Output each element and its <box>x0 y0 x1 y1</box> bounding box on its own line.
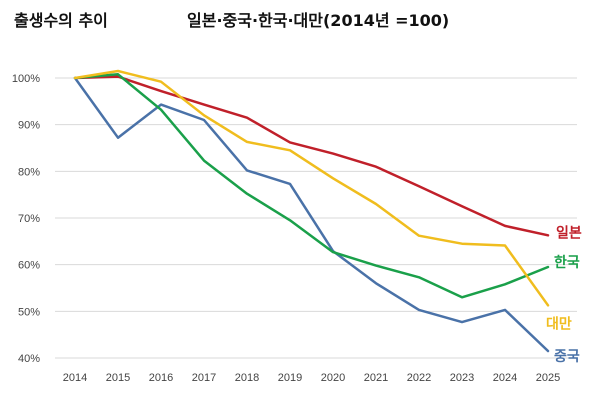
x-tick-label: 2019 <box>278 372 302 384</box>
y-tick-label: 70% <box>18 213 40 225</box>
x-tick-label: 2016 <box>149 372 173 384</box>
x-tick-label: 2023 <box>450 372 474 384</box>
gridlines <box>55 77 577 359</box>
y-tick-label: 40% <box>18 353 40 365</box>
x-tick-label: 2024 <box>493 372 517 384</box>
series-line-3 <box>73 73 550 299</box>
x-tick-label: 2021 <box>364 372 388 384</box>
series-label: 한국 <box>554 255 580 271</box>
y-axis-ticks: 40% 50% 60% 70% 80% 90% 100% <box>12 73 40 365</box>
series-label: 대만 <box>546 316 572 332</box>
y-tick-label: 90% <box>18 120 40 132</box>
y-tick-label: 100% <box>12 73 40 85</box>
x-tick-label: 2018 <box>235 372 259 384</box>
y-tick-label: 50% <box>18 306 40 318</box>
series-line-4 <box>73 69 550 307</box>
x-tick-label: 2014 <box>63 372 87 384</box>
x-tick-label: 2020 <box>321 372 345 384</box>
x-axis-ticks: 2014 2015 2016 2017 2018 2019 2020 2021 2022 2023… <box>63 372 560 384</box>
x-tick-label: 2025 <box>536 372 560 384</box>
series-label: 중국 <box>554 349 580 365</box>
chart-title: 출생수의 추이 <box>14 11 108 30</box>
series-line-2 <box>73 76 550 353</box>
x-tick-label: 2015 <box>106 372 130 384</box>
x-tick-label: 2017 <box>192 372 216 384</box>
series-lines <box>73 69 550 353</box>
series-line-1 <box>73 75 550 237</box>
chart-subtitle: 일본·중국·한국·대만(2014년 =100) <box>187 11 450 30</box>
x-tick-label: 2022 <box>407 372 431 384</box>
y-tick-label: 80% <box>18 166 40 178</box>
y-tick-label: 60% <box>18 260 40 272</box>
series-label: 일본 <box>556 225 582 241</box>
